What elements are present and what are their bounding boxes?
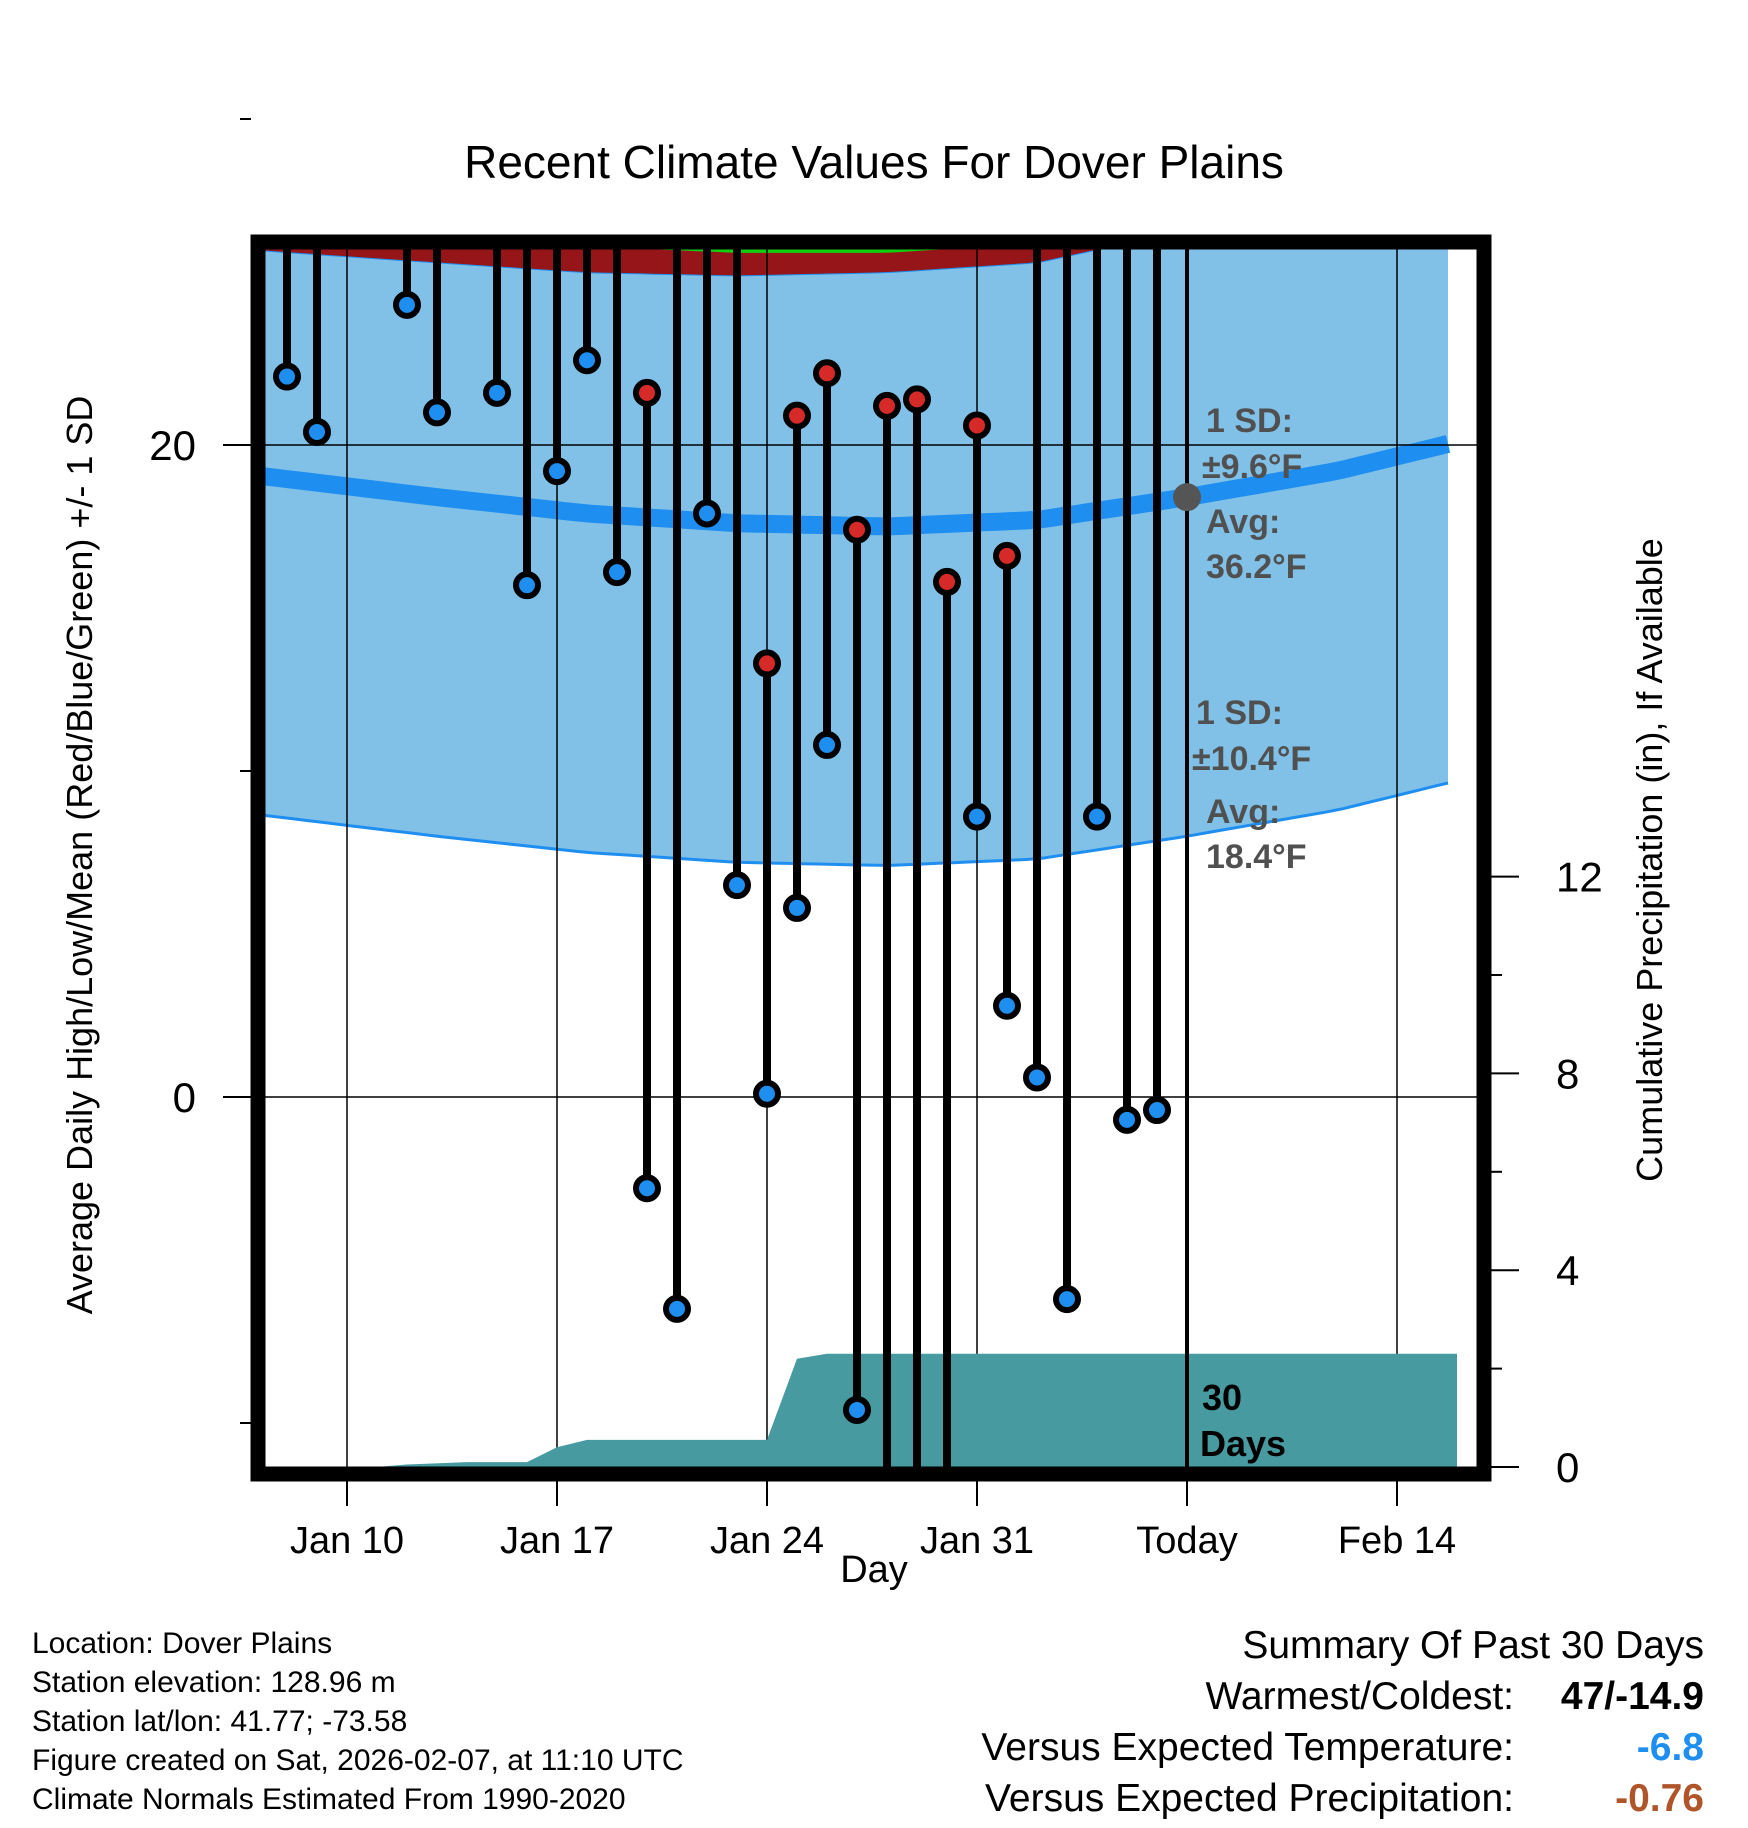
station-info: Location: Dover Plains Station elevation… bbox=[32, 1624, 684, 1819]
daily-high-point bbox=[546, 46, 568, 68]
daily-high-point bbox=[903, 385, 931, 414]
daily-high-point bbox=[963, 411, 991, 440]
y-axis-right-label: Cumulative Precipitation (in), If Availa… bbox=[1629, 538, 1670, 1182]
daily-low-point bbox=[483, 378, 511, 407]
daily-high-point bbox=[1056, 186, 1078, 208]
daily-low-point bbox=[963, 802, 991, 831]
bottom-tick-label: Today bbox=[1136, 1520, 1237, 1562]
daily-high-point bbox=[666, 0, 688, 13]
daily-low-point bbox=[456, 40, 478, 62]
daily-high-point bbox=[606, 203, 628, 225]
low-sd-title: 1 SD: bbox=[1196, 694, 1283, 732]
today-low-normal-marker bbox=[1173, 483, 1201, 512]
daily-high-point bbox=[726, 0, 748, 19]
daily-low-point bbox=[423, 398, 451, 427]
daily-low-point bbox=[303, 417, 331, 446]
daily-low-point bbox=[1113, 1105, 1141, 1134]
daily-low-point bbox=[1143, 1096, 1171, 1125]
days-label-word: Days bbox=[1200, 1423, 1286, 1464]
bottom-tick-label: Feb 14 bbox=[1338, 1520, 1456, 1562]
created-text: Figure created on Sat, 2026-02-07, at 11… bbox=[32, 1744, 684, 1777]
daily-low-point bbox=[993, 991, 1021, 1020]
daily-low-point bbox=[513, 571, 541, 600]
precip-vs-expected-value: -0.76 bbox=[1615, 1777, 1704, 1820]
bottom-tick-label: Jan 31 bbox=[920, 1520, 1034, 1562]
daily-high-point bbox=[933, 567, 961, 596]
daily-low-point bbox=[723, 871, 751, 900]
daily-low-point bbox=[813, 730, 841, 759]
plot-frame bbox=[250, 234, 1492, 1482]
daily-low-point bbox=[633, 1174, 661, 1203]
right-tick-label: 8 bbox=[1556, 1050, 1579, 1097]
daily-low-point bbox=[753, 1079, 781, 1108]
mean-overlap-band bbox=[265, 249, 1099, 276]
daily-low-point bbox=[843, 1395, 871, 1424]
bottom-tick-label: Jan 10 bbox=[290, 1520, 404, 1562]
daily-low-point bbox=[366, 128, 388, 150]
daily-low-point bbox=[783, 893, 811, 922]
daily-low-point bbox=[273, 362, 301, 391]
temp-vs-expected-value: -6.8 bbox=[1636, 1726, 1704, 1769]
daily-low-point bbox=[693, 499, 721, 528]
summary-panel: Summary Of Past 30 Days Warmest/Coldest:… bbox=[981, 1620, 1704, 1824]
right-tick-label: 4 bbox=[1556, 1247, 1579, 1294]
daily-low-point bbox=[1053, 1285, 1081, 1314]
high-sd-title: 1 SD: bbox=[1206, 402, 1293, 440]
daily-low-point bbox=[336, 141, 358, 163]
daily-low-point bbox=[906, 1572, 928, 1594]
chart-title: Recent Climate Values For Dover Plains bbox=[464, 136, 1284, 188]
warm-cold-value: 47/-14.9 bbox=[1560, 1675, 1704, 1718]
low-sd-value: ±10.4°F bbox=[1192, 740, 1311, 778]
high-avg-value: 36.2°F bbox=[1206, 548, 1307, 586]
daily-high-point bbox=[576, 23, 598, 45]
daily-high-point bbox=[843, 515, 871, 544]
days-label-number: 30 bbox=[1202, 1377, 1242, 1418]
daily-high-point bbox=[1026, 75, 1048, 97]
daily-high-point bbox=[813, 359, 841, 388]
low-avg-title: Avg: bbox=[1206, 793, 1280, 831]
daily-low-point bbox=[936, 1500, 958, 1522]
precip-vs-expected-label: Versus Expected Precipitation: bbox=[985, 1777, 1514, 1820]
latlon-text: Station lat/lon: 41.77; -73.58 bbox=[32, 1705, 408, 1738]
daily-low-point bbox=[573, 346, 601, 375]
daily-high-point bbox=[753, 649, 781, 678]
y-axis-left-label: Average Daily High/Low/Mean (Red/Blue/Gr… bbox=[59, 396, 100, 1315]
daily-low-point bbox=[876, 1510, 898, 1532]
daily-low-point bbox=[663, 1294, 691, 1323]
left-tick-label: 20 bbox=[149, 422, 196, 469]
x-axis-label: Day bbox=[840, 1549, 908, 1591]
daily-high-point bbox=[633, 378, 661, 407]
daily-low-point bbox=[393, 290, 421, 319]
summary-title: Summary Of Past 30 Days bbox=[1242, 1624, 1704, 1667]
daily-low-point bbox=[1083, 802, 1111, 831]
daily-high-point bbox=[1086, 66, 1108, 88]
bottom-tick-label: Jan 17 bbox=[500, 1520, 614, 1562]
warm-cold-label: Warmest/Coldest: bbox=[1205, 1675, 1514, 1718]
daily-high-point bbox=[873, 391, 901, 420]
high-avg-title: Avg: bbox=[1206, 503, 1280, 541]
normals-text: Climate Normals Estimated From 1990-2020 bbox=[32, 1783, 626, 1816]
low-avg-value: 18.4°F bbox=[1206, 838, 1307, 876]
daily-high-point bbox=[783, 401, 811, 430]
low-sd-lower-edge bbox=[265, 781, 1449, 867]
daily-high-point bbox=[993, 541, 1021, 570]
high-sd-value: ±9.6°F bbox=[1202, 448, 1302, 486]
daily-low-point bbox=[603, 558, 631, 587]
daily-low-point bbox=[543, 457, 571, 486]
left-tick-label: 0 bbox=[173, 1074, 196, 1121]
daily-high-point bbox=[1146, 49, 1168, 71]
climate-chart: Recent Climate Values For Dover Plains 1… bbox=[59, 0, 1670, 1594]
daily-high-point bbox=[516, 108, 538, 130]
location-text: Location: Dover Plains bbox=[32, 1627, 333, 1660]
temp-vs-expected-label: Versus Expected Temperature: bbox=[981, 1726, 1514, 1769]
bottom-tick-label: Jan 24 bbox=[710, 1520, 824, 1562]
right-tick-label: 0 bbox=[1556, 1444, 1579, 1491]
elevation-text: Station elevation: 128.96 m bbox=[32, 1666, 396, 1699]
right-tick-label: 12 bbox=[1556, 854, 1603, 901]
daily-low-point bbox=[1023, 1063, 1051, 1092]
